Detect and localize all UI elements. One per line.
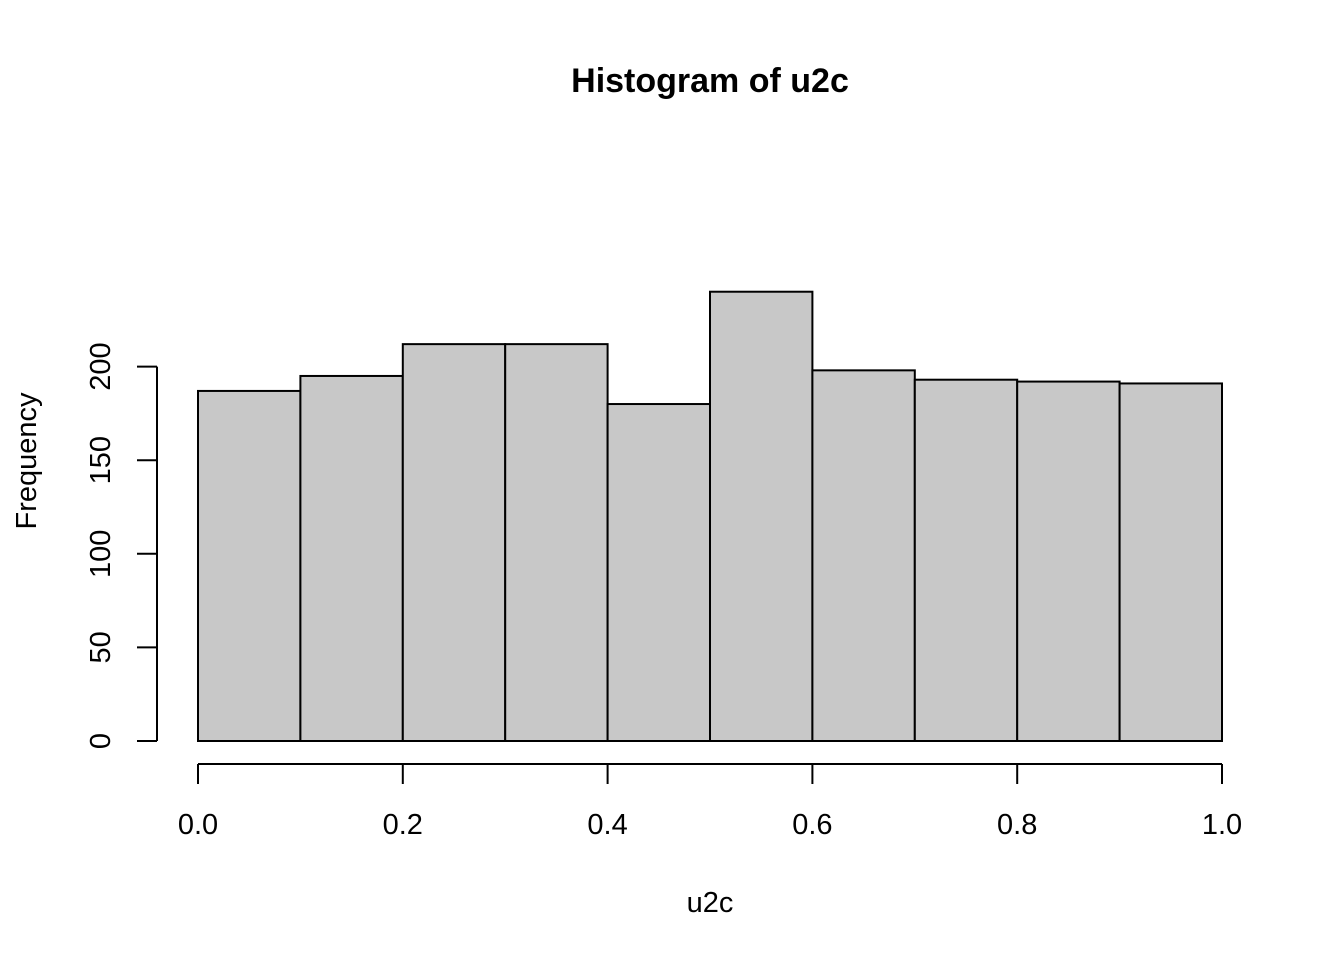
y-tick-label: 100 — [85, 530, 117, 578]
x-tick-label: 0.4 — [587, 809, 627, 841]
x-tick-label: 0.2 — [383, 809, 423, 841]
histogram-bar — [606, 403, 711, 742]
histogram-bar — [913, 378, 1019, 742]
x-tick-label: 0.8 — [997, 809, 1037, 841]
y-tick-label: 200 — [85, 342, 117, 390]
histogram-bars — [197, 290, 1223, 742]
x-tick-label: 0.0 — [178, 809, 218, 841]
x-axis: 0.0 0.2 0.4 0.6 0.8 1.0 — [178, 763, 1242, 841]
histogram-bar — [1016, 380, 1121, 742]
x-tick-label: 0.6 — [792, 809, 832, 841]
histogram-bar — [504, 343, 609, 742]
histogram-bar — [1118, 382, 1223, 742]
x-axis-label: u2c — [687, 887, 734, 919]
histogram-bar — [709, 290, 814, 742]
histogram-bar — [197, 389, 302, 742]
y-axis-label: Frequency — [11, 392, 43, 530]
histogram-bar — [811, 369, 916, 742]
histogram-bar — [401, 343, 507, 742]
histogram-bar — [299, 374, 404, 742]
y-tick-label: 150 — [85, 436, 117, 484]
y-tick-label: 0 — [85, 733, 117, 749]
x-tick-label: 1.0 — [1202, 809, 1242, 841]
y-axis: 0 50 100 150 200 — [85, 342, 158, 749]
y-tick-label: 50 — [85, 631, 117, 663]
chart-title: Histogram of u2c — [571, 62, 849, 100]
